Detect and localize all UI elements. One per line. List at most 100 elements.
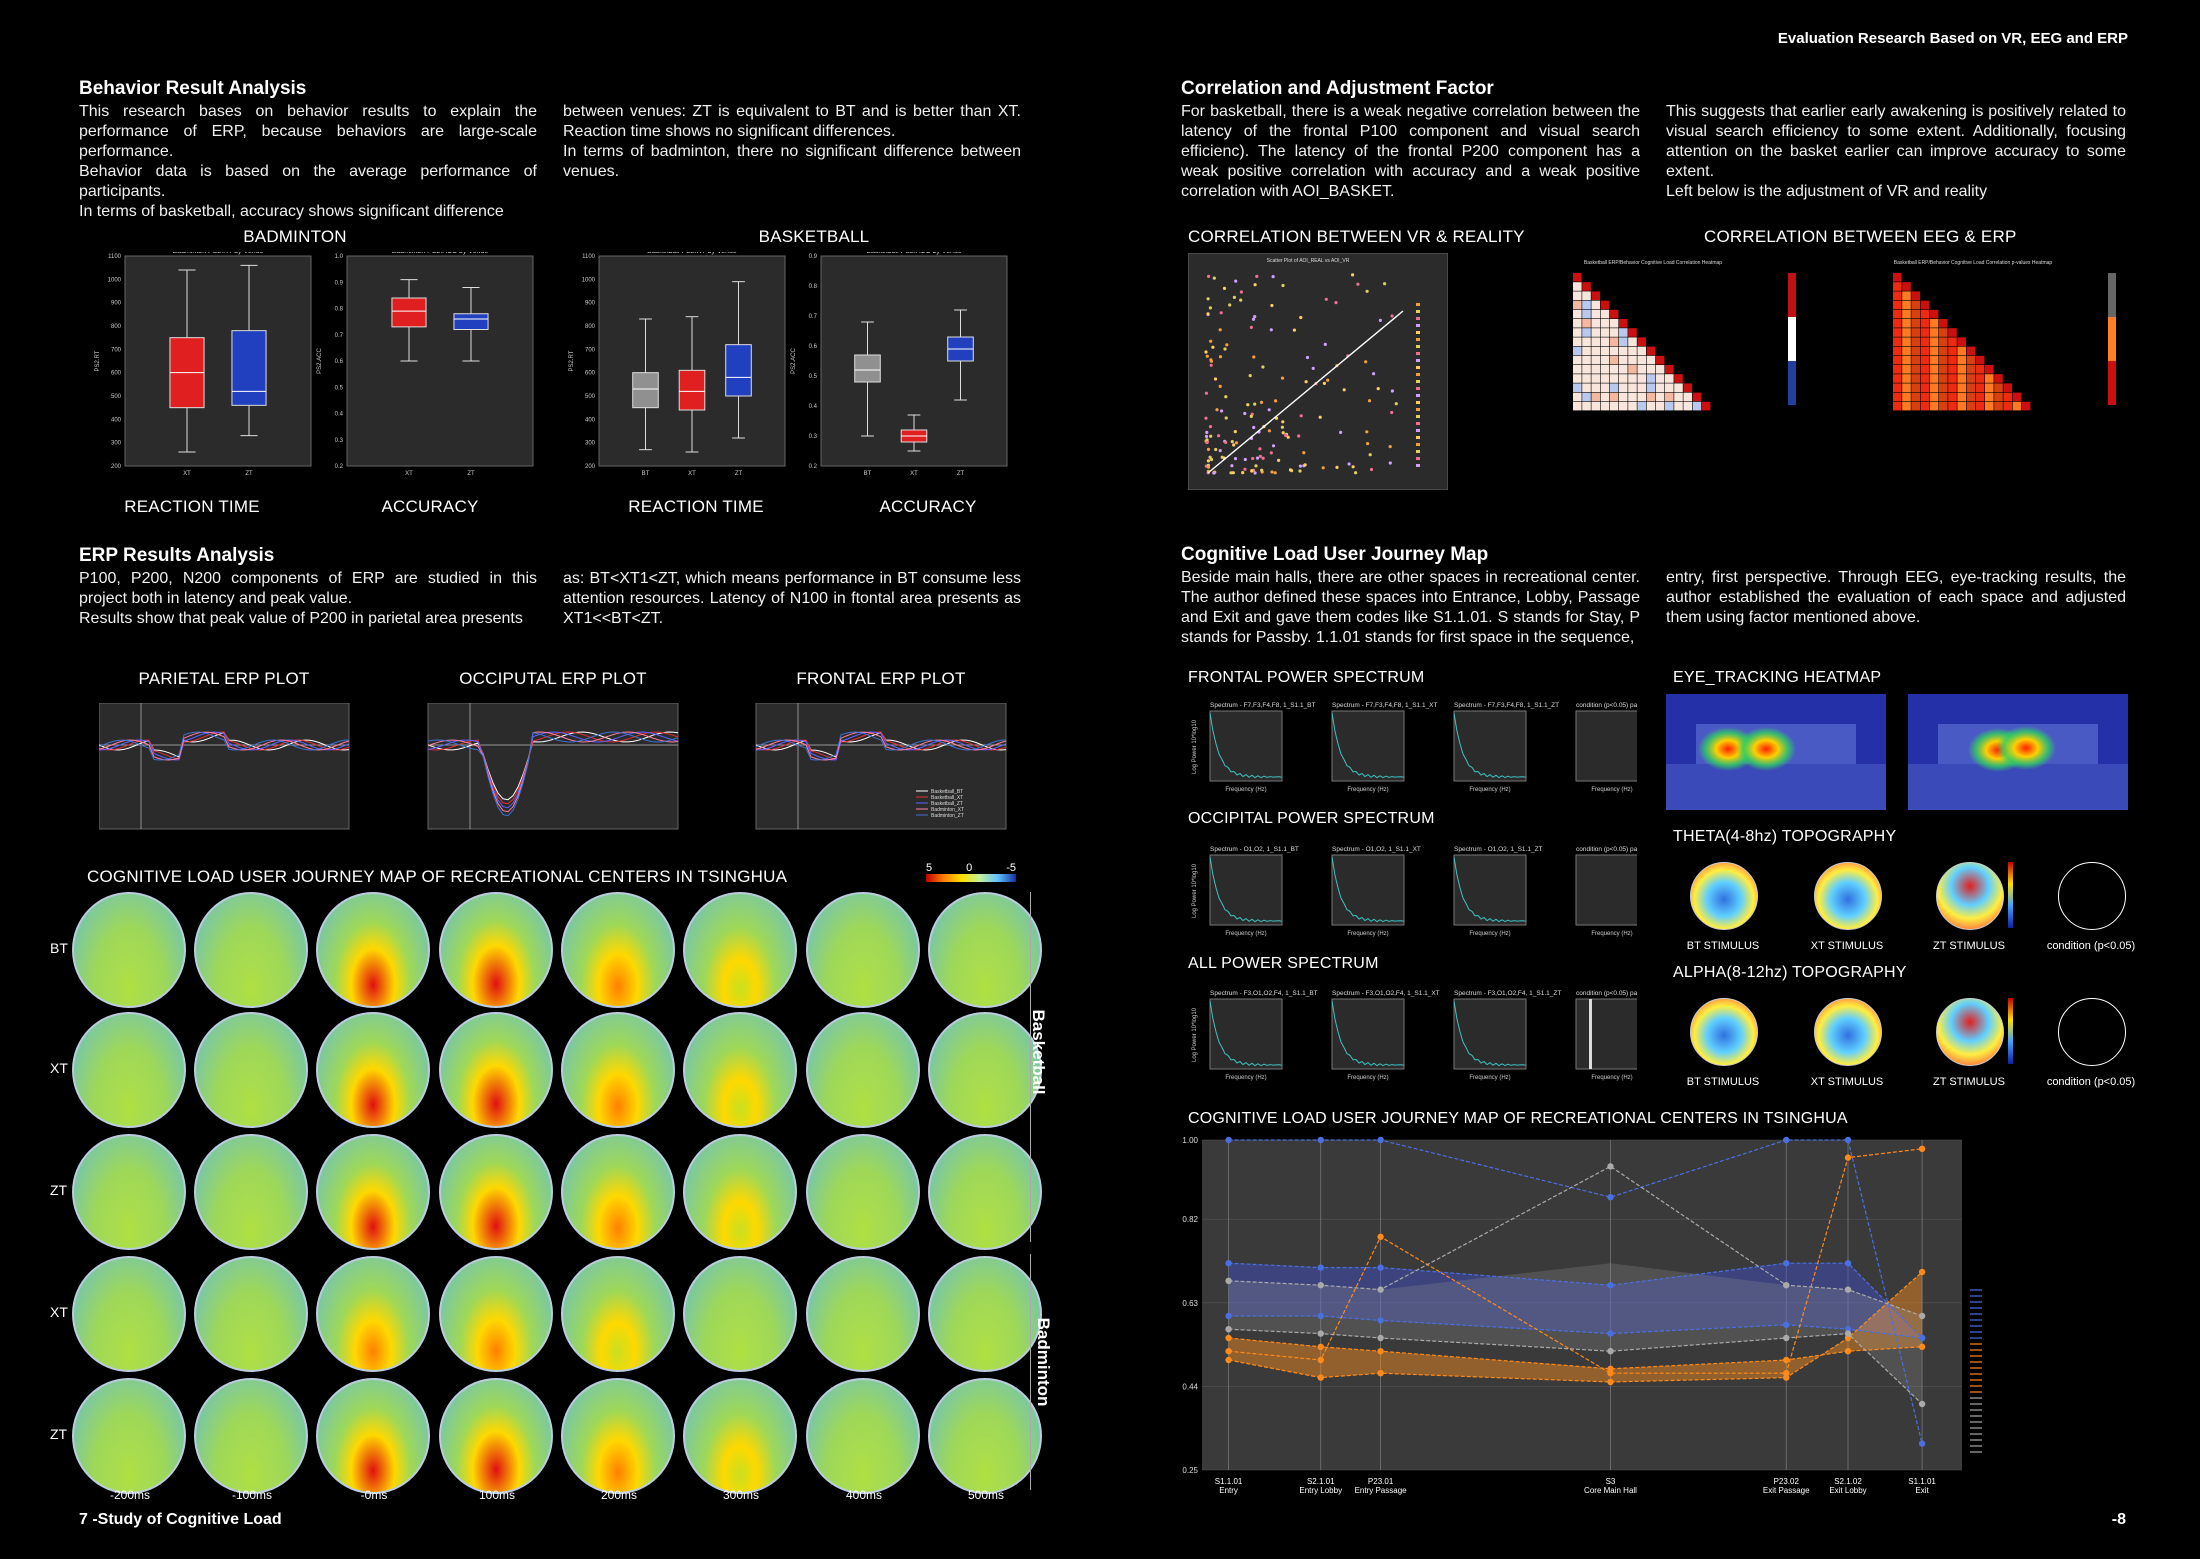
boxplot-ytick: 500: [111, 394, 122, 400]
heatmap-cell: [1609, 355, 1619, 365]
heatmap-cell: [1665, 365, 1674, 374]
spectrum-panel: condition (p<0.05) param Frequency (Hz): [1575, 846, 1637, 937]
spectrum-xlabel: Frequency (Hz): [1469, 787, 1510, 793]
heatmap-cell: [1929, 355, 1939, 365]
heatmap-cell: [1966, 355, 1976, 365]
heatmap-cell: [1591, 374, 1600, 383]
scatter-point: [1250, 469, 1254, 473]
boxplot-ytick: 800: [111, 324, 122, 330]
scatter-point: [1260, 468, 1264, 472]
spectrum-curve: [1453, 1000, 1527, 1067]
spectrum-curve: [1209, 1000, 1283, 1067]
heatmap-cell: [1628, 346, 1637, 356]
station-name: Entry: [1219, 1486, 1238, 1495]
boxplot-ytick: 0.8: [335, 307, 344, 313]
heatmap-cell: [1994, 392, 2003, 402]
heatmap-cell: [1628, 383, 1637, 392]
station-name: Exit: [1915, 1486, 1929, 1495]
scatter-point: [1390, 314, 1394, 318]
boxplot-ytick: 400: [585, 417, 596, 423]
scatter-point: [1297, 434, 1301, 438]
station-code: S2.1.02: [1834, 1477, 1862, 1486]
box: [632, 372, 659, 409]
eyetracking-image: [1908, 694, 2128, 810]
heatmap-cell: [1911, 337, 1920, 346]
scatter-point: [1231, 471, 1235, 475]
chart-point: [1317, 1356, 1324, 1364]
topo-head: [194, 1012, 308, 1128]
correlation-title: Correlation and Adjustment Factor: [1181, 78, 1494, 99]
boxplot-frame: [346, 255, 534, 467]
heatmap-cell: [1591, 309, 1600, 319]
scatter-point: [1249, 414, 1253, 418]
scatter-legend-swatch: [1416, 380, 1420, 383]
heatmap-cell: [1911, 328, 1920, 337]
scatter-point: [1218, 449, 1222, 453]
scatter-point: [1261, 365, 1265, 369]
chart-point: [1225, 1260, 1232, 1267]
heatmap-cell: [1911, 319, 1920, 328]
chart-point: [1377, 1264, 1384, 1271]
gaze-hotspot: [1736, 727, 1796, 771]
heatmap-cell: [1975, 401, 1985, 411]
topo-head: [561, 1134, 675, 1250]
chart-point: [1225, 1334, 1232, 1342]
chart-point: [1377, 1334, 1384, 1342]
scatter-point: [1304, 380, 1308, 384]
boxplot-ytick: 0.9: [809, 254, 818, 260]
heatmap-cell: [1591, 365, 1600, 374]
topo-row-label: ZT: [50, 1426, 68, 1442]
footer-right: -8: [2111, 1511, 2126, 1528]
boxplot-ytick: 900: [111, 301, 122, 307]
erp-frame: [427, 703, 679, 830]
scatter-point: [1281, 283, 1285, 288]
journey-chart-title: COGNITIVE LOAD USER JOURNEY MAP OF RECRE…: [1188, 1110, 1848, 1127]
heatmap-cell: [1582, 328, 1591, 337]
occipital-label: OCCIPUTAL ERP PLOT: [459, 669, 647, 688]
spectrum-panel: Spectrum - O1,O2, 1_S1.1_ZT Frequency (Hz…: [1453, 846, 1543, 937]
scatter-point: [1232, 295, 1236, 299]
scatter-point: [1253, 471, 1257, 475]
scatter-point: [1220, 455, 1224, 459]
heatmap-cell: [1619, 392, 1628, 402]
erp-curve: [99, 731, 350, 761]
heatmap-cell: [1929, 337, 1939, 346]
chart-point: [1607, 1348, 1614, 1355]
boxplot-xtick: XT: [183, 471, 191, 477]
scatter-point: [1219, 311, 1223, 315]
spectrum-panel: Spectrum - F3,O1,O2,F4, 1_S1.1_XT Frequen…: [1331, 990, 1440, 1081]
box: [854, 354, 881, 383]
heatmap-cell: [1600, 374, 1610, 383]
heatmap-cell: [1692, 401, 1702, 411]
scatter-legend-swatch: [1416, 394, 1420, 397]
topo-time-label: 500ms: [967, 1488, 1005, 1502]
running-header: Evaluation Research Based on VR, EEG and…: [1777, 30, 2128, 47]
heatmap-cell: [1948, 328, 1957, 337]
heatmap-cell: [1609, 365, 1619, 374]
heatmap-cell: [1893, 401, 1902, 411]
correlation-col1: For basketball, there is a weak negative…: [1181, 103, 1640, 200]
scatter-point: [1251, 317, 1256, 321]
boxplot-title: Badminton PS2.RT by Venue: [173, 252, 264, 255]
scatter-point: [1261, 456, 1265, 460]
spectrum-curve: [1453, 856, 1527, 923]
scatter-point: [1335, 465, 1339, 469]
topo-head: [683, 892, 797, 1008]
topography-small: BT STIMULUS XT STIMULUS ZT STIMULUS conditi…: [1666, 850, 2135, 1090]
boxplot-ytick: 1.0: [335, 254, 344, 260]
heatmap-cell: [1628, 328, 1637, 337]
heatmap-cell: [1609, 319, 1619, 328]
spectrum-panel: Spectrum - O1,O2, 1_S1.1_XT Frequency (Hz…: [1331, 846, 1421, 937]
topo-head: [561, 1256, 675, 1372]
boxplot-ylabel: PS2.ACC: [791, 348, 797, 374]
erp-curve: [99, 731, 350, 761]
topography-label: condition (p<0.05): [2046, 940, 2136, 952]
erp-legend-label: Basketball_XT: [931, 795, 963, 801]
spectrum-curve: [1453, 712, 1527, 779]
scatter-point: [1383, 282, 1387, 286]
heatmap-cell: [1939, 374, 1948, 383]
heatmap-cell: [1600, 383, 1610, 392]
scatter-point: [1305, 355, 1310, 360]
topo-head: [194, 1134, 308, 1250]
heatmap-cell: [1655, 383, 1665, 392]
